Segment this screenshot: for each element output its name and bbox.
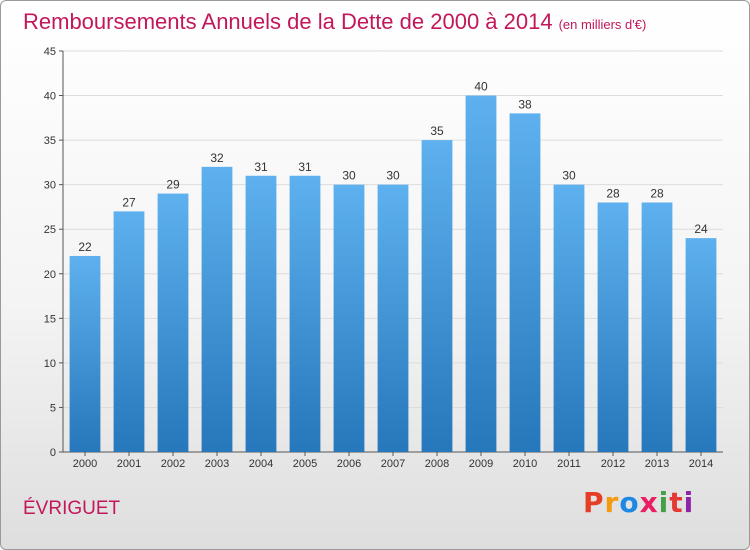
x-tick-label: 2007 [381, 458, 405, 470]
x-tick-label: 2013 [645, 458, 669, 470]
y-tick-label: 20 [44, 269, 56, 281]
y-tick-label: 0 [50, 447, 56, 459]
x-tick-label: 2006 [337, 458, 361, 470]
logo-letter: x [639, 486, 659, 519]
logo-letter: r [604, 486, 620, 519]
bar [509, 113, 541, 452]
bar-value-label: 27 [122, 195, 136, 209]
labels: 0 5 10 15 20 25 30 35 40 45 22 2000 27 2001 29 2002 32 20… [44, 46, 713, 470]
x-tick-label: 2001 [117, 458, 141, 470]
bar-value-label: 31 [254, 160, 268, 174]
x-tick-label: 2011 [557, 458, 581, 470]
bar [201, 166, 233, 452]
x-tick-label: 2003 [205, 458, 229, 470]
bar-value-label: 38 [518, 97, 532, 111]
bar-value-label: 30 [342, 169, 356, 183]
logo-letter: o [619, 486, 640, 519]
bar-value-label: 29 [166, 178, 180, 192]
bar [113, 211, 145, 452]
x-tick-label: 2002 [161, 458, 185, 470]
bar-value-label: 28 [650, 186, 664, 200]
y-tick-label: 40 [44, 91, 56, 103]
bar [641, 202, 673, 452]
bar-value-label: 35 [430, 124, 444, 138]
x-tick-label: 2004 [249, 458, 273, 470]
y-tick-label: 10 [44, 358, 56, 370]
y-tick-label: 25 [44, 224, 56, 236]
bar-value-label: 30 [562, 169, 576, 183]
chart-subtitle: (en milliers d'€) [558, 17, 647, 32]
bar [333, 184, 365, 452]
bar [289, 175, 321, 452]
y-tick-label: 45 [44, 46, 56, 58]
y-tick-label: 30 [44, 180, 56, 192]
y-tick-label: 15 [44, 313, 56, 325]
bar [69, 255, 101, 452]
bar [685, 238, 717, 452]
y-tick-label: 35 [44, 135, 56, 147]
x-tick-label: 2008 [425, 458, 449, 470]
bar [421, 140, 453, 452]
bar-value-label: 31 [298, 160, 312, 174]
x-tick-label: 2005 [293, 458, 317, 470]
proxiti-logo: Proxiti [583, 486, 694, 519]
bar [157, 193, 189, 453]
bar [377, 184, 409, 452]
bar [597, 202, 629, 452]
chart-title-text: Remboursements Annuels de la Dette de 20… [23, 9, 553, 34]
x-tick-label: 2014 [689, 458, 713, 470]
bar [465, 95, 497, 453]
bar-value-label: 24 [694, 222, 708, 236]
bar-value-label: 30 [386, 169, 400, 183]
y-tick-label: 5 [50, 402, 56, 414]
bar [553, 184, 585, 452]
x-tick-label: 2009 [469, 458, 493, 470]
x-tick-label: 2000 [73, 458, 97, 470]
logo-letter: i [658, 486, 670, 519]
bar [245, 175, 277, 452]
x-tick-label: 2012 [601, 458, 625, 470]
x-tick-label: 2010 [513, 458, 537, 470]
logo-letter: t [669, 486, 684, 519]
logo-letter: P [583, 486, 605, 519]
bars [69, 95, 717, 453]
bar-value-label: 32 [210, 151, 224, 165]
bar-value-label: 28 [606, 186, 620, 200]
logo-letter: i [683, 486, 695, 519]
bar-value-label: 40 [474, 80, 488, 94]
commune-name: ÉVRIGUET [23, 498, 121, 519]
chart-title: Remboursements Annuels de la Dette de 20… [23, 9, 646, 35]
bar-value-label: 22 [78, 240, 92, 254]
